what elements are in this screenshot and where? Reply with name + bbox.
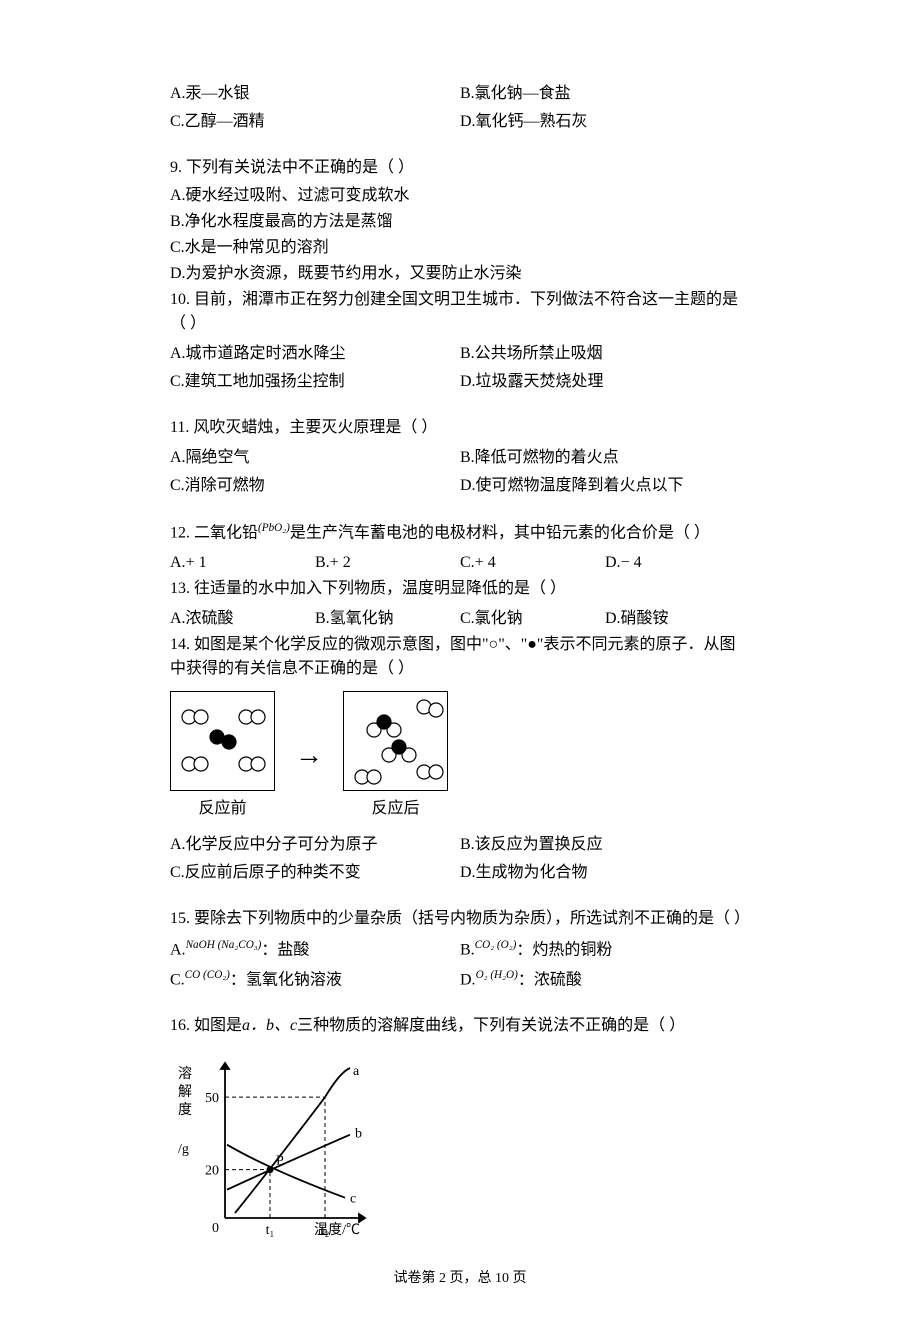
q12-opt-b: B.+ 2: [315, 551, 460, 575]
svg-text:P: P: [276, 1154, 284, 1169]
q11-opt-c: C.消除可燃物: [170, 474, 460, 498]
q16-stem: 16. 如图是a．b、c三种物质的溶解度曲线，下列有关说法不正确的是（ ）: [170, 1014, 750, 1038]
q16: 16. 如图是a．b、c三种物质的溶解度曲线，下列有关说法不正确的是（ ） 溶解…: [170, 1014, 750, 1238]
q9-stem: 9. 下列有关说法中不正确的是（ ）: [170, 156, 750, 180]
q13-opt-a: A.浓硫酸: [170, 607, 315, 631]
q9-opt-c: C.水是一种常见的溶剂: [170, 236, 750, 260]
q15-stem: 15. 要除去下列物质中的少量杂质（括号内物质为杂质），所选试剂不正确的是（ ）: [170, 907, 750, 931]
q15-opt-d: D.O₂ (H₂O)：浓硫酸: [460, 967, 750, 992]
svg-text:0: 0: [212, 1221, 219, 1236]
q12-stem-post: 是生产汽车蓄电池的电极材料，其中铅元素的化合价是（ ）: [290, 524, 710, 541]
q14-opt-b: B.该反应为置换反应: [460, 833, 750, 857]
reaction-before: 反应前: [170, 691, 275, 821]
q15-opt-b: B.CO₂ (O₂)：灼热的铜粉: [460, 937, 750, 962]
q10: 10. 目前，湘潭市正在努力创建全国文明卫生城市．下列做法不符合这一主题的是（ …: [170, 288, 750, 396]
page-footer: 试卷第 2 页，总 10 页: [170, 1268, 750, 1289]
q15: 15. 要除去下列物质中的少量杂质（括号内物质为杂质），所选试剂不正确的是（ ）…: [170, 907, 750, 994]
q13-stem: 13. 往适量的水中加入下列物质，温度明显降低的是（ ）: [170, 577, 750, 601]
solubility-chart: 溶解度/g2050t₁t₂温度/℃0abcP: [170, 1048, 380, 1238]
q14-diagram: 反应前 → 反应后: [170, 691, 750, 821]
q9-opt-b: B.净化水程度最高的方法是蒸馏: [170, 210, 750, 234]
q13-opt-c: C.氯化钠: [460, 607, 605, 631]
svg-text:t₁: t₁: [266, 1223, 275, 1238]
q9-opt-d: D.为爱护水资源，既要节约用水，又要防止水污染: [170, 262, 750, 286]
q8-opt-d: D.氧化钙—熟石灰: [460, 110, 750, 134]
svg-text:c: c: [350, 1192, 356, 1207]
q14: 14. 如图是某个化学反应的微观示意图，图中"○"、"●"表示不同元素的原子．从…: [170, 633, 750, 887]
q12: 12. 二氧化铅(PbO₂)是生产汽车蓄电池的电极材料，其中铅元素的化合价是（ …: [170, 520, 750, 577]
q8-opt-b: B.氯化钠—食盐: [460, 82, 750, 106]
q10-stem: 10. 目前，湘潭市正在努力创建全国文明卫生城市．下列做法不符合这一主题的是（ …: [170, 288, 750, 336]
q15-opt-c: C.CO (CO₂)：氢氧化钠溶液: [170, 967, 460, 992]
q8-opt-c: C.乙醇—酒精: [170, 110, 460, 134]
q12-opt-c: C.+ 4: [460, 551, 605, 575]
q15-opt-a: A.NaOH (Na₂CO₃)：盐酸: [170, 937, 460, 962]
q12-formula: (PbO₂): [258, 522, 290, 534]
q10-opt-a: A.城市道路定时洒水降尘: [170, 342, 460, 366]
q12-opt-d: D.− 4: [605, 551, 750, 575]
q9: 9. 下列有关说法中不正确的是（ ） A.硬水经过吸附、过滤可变成软水 B.净化…: [170, 156, 750, 286]
svg-text:a: a: [353, 1064, 360, 1079]
q13-opt-b: B.氢氧化钠: [315, 607, 460, 631]
svg-text:温度/℃: 温度/℃: [314, 1222, 360, 1238]
q11-stem: 11. 风吹灭蜡烛，主要灭火原理是（ ）: [170, 416, 750, 440]
q8-opt-a: A.汞—水银: [170, 82, 460, 106]
q10-opt-d: D.垃圾露天焚烧处理: [460, 370, 750, 394]
before-label: 反应前: [170, 797, 275, 821]
q8-options: A.汞—水银 B.氯化钠—食盐 C.乙醇—酒精 D.氧化钙—熟石灰: [170, 80, 750, 136]
q10-opt-c: C.建筑工地加强扬尘控制: [170, 370, 460, 394]
q13: 13. 往适量的水中加入下列物质，温度明显降低的是（ ） A.浓硫酸 B.氢氧化…: [170, 577, 750, 633]
q14-opt-a: A.化学反应中分子可分为原子: [170, 833, 460, 857]
reaction-after: 反应后: [343, 691, 448, 821]
svg-text:解: 解: [178, 1084, 192, 1100]
svg-text:b: b: [355, 1127, 362, 1142]
q9-opt-a: A.硬水经过吸附、过滤可变成软水: [170, 184, 750, 208]
svg-text:50: 50: [205, 1091, 219, 1106]
q11-opt-b: B.降低可燃物的着火点: [460, 446, 750, 470]
q13-opt-d: D.硝酸铵: [605, 607, 750, 631]
svg-text:度: 度: [178, 1102, 192, 1118]
q14-opt-c: C.反应前后原子的种类不变: [170, 861, 460, 885]
svg-text:溶: 溶: [178, 1066, 192, 1082]
q11-opt-a: A.隔绝空气: [170, 446, 460, 470]
q12-stem: 12. 二氧化铅(PbO₂)是生产汽车蓄电池的电极材料，其中铅元素的化合价是（ …: [170, 520, 750, 545]
q12-stem-pre: 12. 二氧化铅: [170, 524, 258, 541]
q10-opt-b: B.公共场所禁止吸烟: [460, 342, 750, 366]
q14-stem: 14. 如图是某个化学反应的微观示意图，图中"○"、"●"表示不同元素的原子．从…: [170, 633, 750, 681]
q11: 11. 风吹灭蜡烛，主要灭火原理是（ ） A.隔绝空气 B.降低可燃物的着火点 …: [170, 416, 750, 500]
after-label: 反应后: [343, 797, 448, 821]
reaction-arrow-icon: →: [295, 735, 323, 777]
q14-opt-d: D.生成物为化合物: [460, 861, 750, 885]
reaction-before-svg: [171, 692, 276, 792]
q12-opt-a: A.+ 1: [170, 551, 315, 575]
svg-text:/g: /g: [178, 1142, 189, 1157]
q11-opt-d: D.使可燃物温度降到着火点以下: [460, 474, 750, 498]
svg-text:20: 20: [205, 1164, 219, 1179]
reaction-after-svg: [344, 692, 449, 792]
